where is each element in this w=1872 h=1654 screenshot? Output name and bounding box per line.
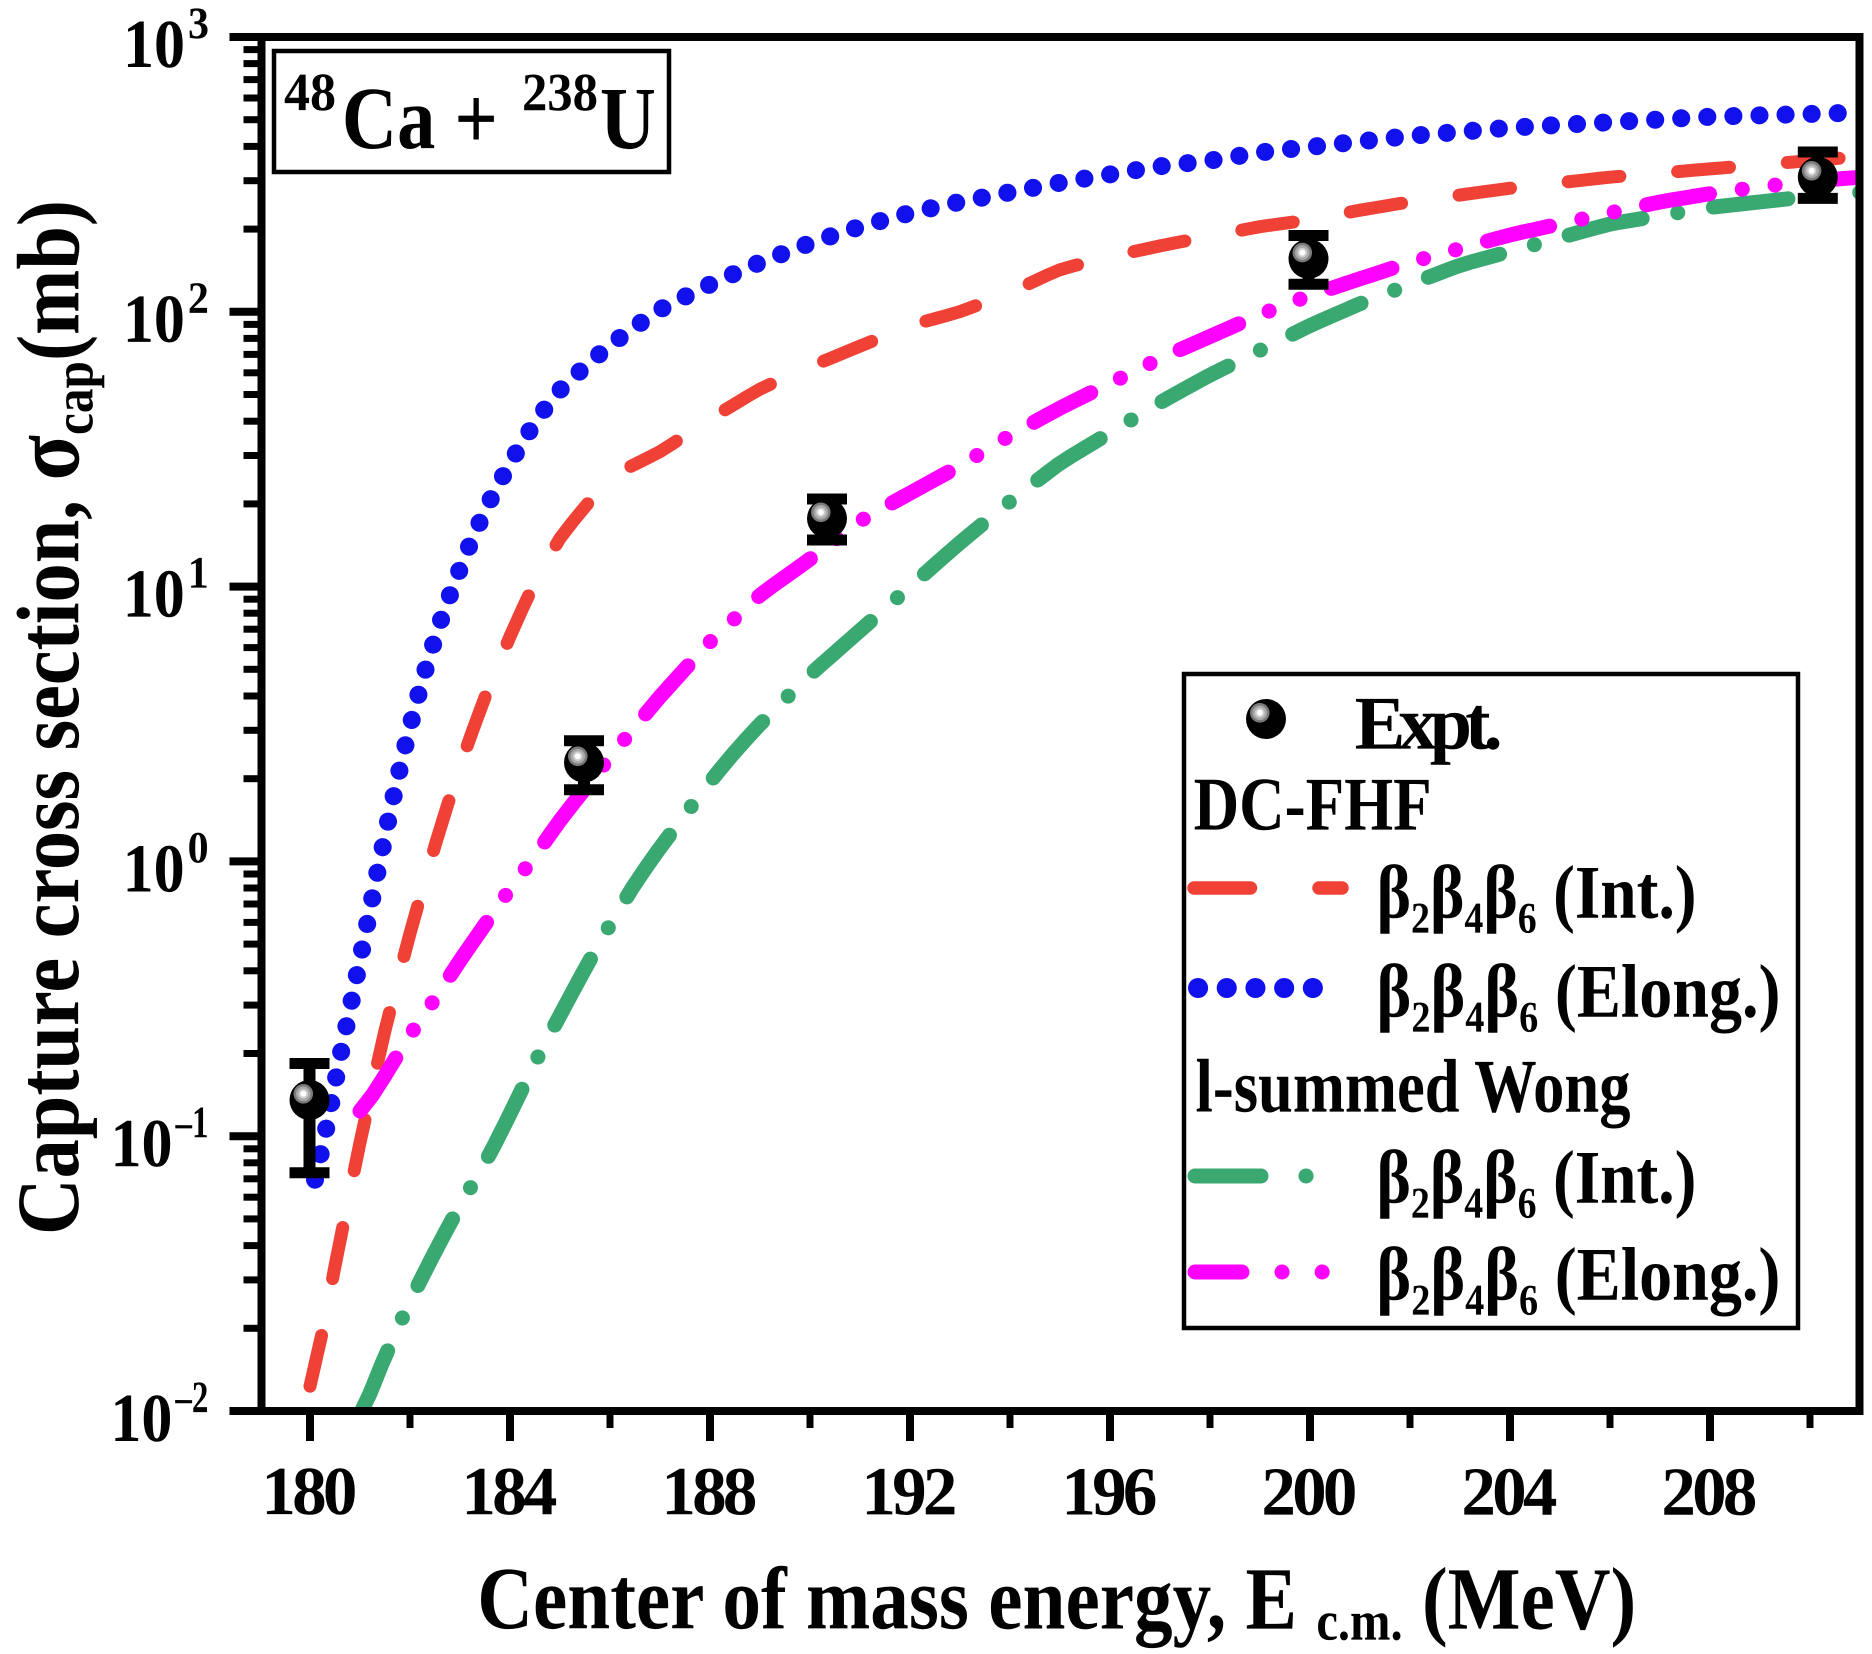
svg-text:–1: –1: [175, 1097, 209, 1147]
svg-text:10: 10: [110, 1380, 172, 1456]
svg-text:184: 184: [461, 1453, 557, 1529]
svg-text:2: 2: [188, 273, 209, 323]
svg-text:208: 208: [1661, 1454, 1757, 1530]
svg-text:0: 0: [188, 822, 209, 872]
svg-text:10: 10: [123, 6, 185, 82]
svg-text:10: 10: [123, 830, 185, 906]
svg-text:β2β4β6 (Elong.): β2β4β6 (Elong.): [1377, 950, 1781, 1042]
svg-text:48: 48: [284, 62, 336, 122]
svg-text:β2β4β6 (Int.): β2β4β6 (Int.): [1376, 1136, 1696, 1228]
svg-text:238: 238: [522, 62, 598, 122]
svg-text:204: 204: [1461, 1454, 1557, 1530]
svg-text:Expt.: Expt.: [1355, 682, 1503, 766]
svg-text:–2: –2: [175, 1372, 209, 1422]
svg-text:Capture cross section, σcap(m: Capture cross section, σcap(mb): [0, 200, 105, 1235]
svg-text:192: 192: [861, 1453, 957, 1529]
svg-text:Ca +: Ca +: [342, 70, 498, 168]
svg-text:10: 10: [110, 1105, 172, 1181]
svg-text:Center of mass energy, E c.m.: Center of mass energy, E c.m. (MeV): [477, 1550, 1636, 1653]
svg-text:β2β4β6 (Int.): β2β4β6 (Int.): [1377, 851, 1697, 943]
svg-text:10: 10: [123, 556, 185, 632]
svg-text:DC-FHF: DC-FHF: [1194, 763, 1432, 847]
svg-text:1: 1: [188, 548, 209, 598]
svg-text:3: 3: [188, 0, 209, 48]
svg-text:188: 188: [661, 1453, 757, 1529]
svg-text:196: 196: [1061, 1453, 1157, 1529]
svg-text:l-summed Wong: l-summed Wong: [1195, 1045, 1630, 1129]
svg-text:β2β4β6 (Elong.): β2β4β6 (Elong.): [1376, 1233, 1780, 1325]
svg-text:10: 10: [123, 281, 185, 357]
svg-text:U: U: [600, 70, 656, 168]
svg-text:200: 200: [1261, 1454, 1357, 1530]
svg-text:180: 180: [261, 1453, 357, 1529]
